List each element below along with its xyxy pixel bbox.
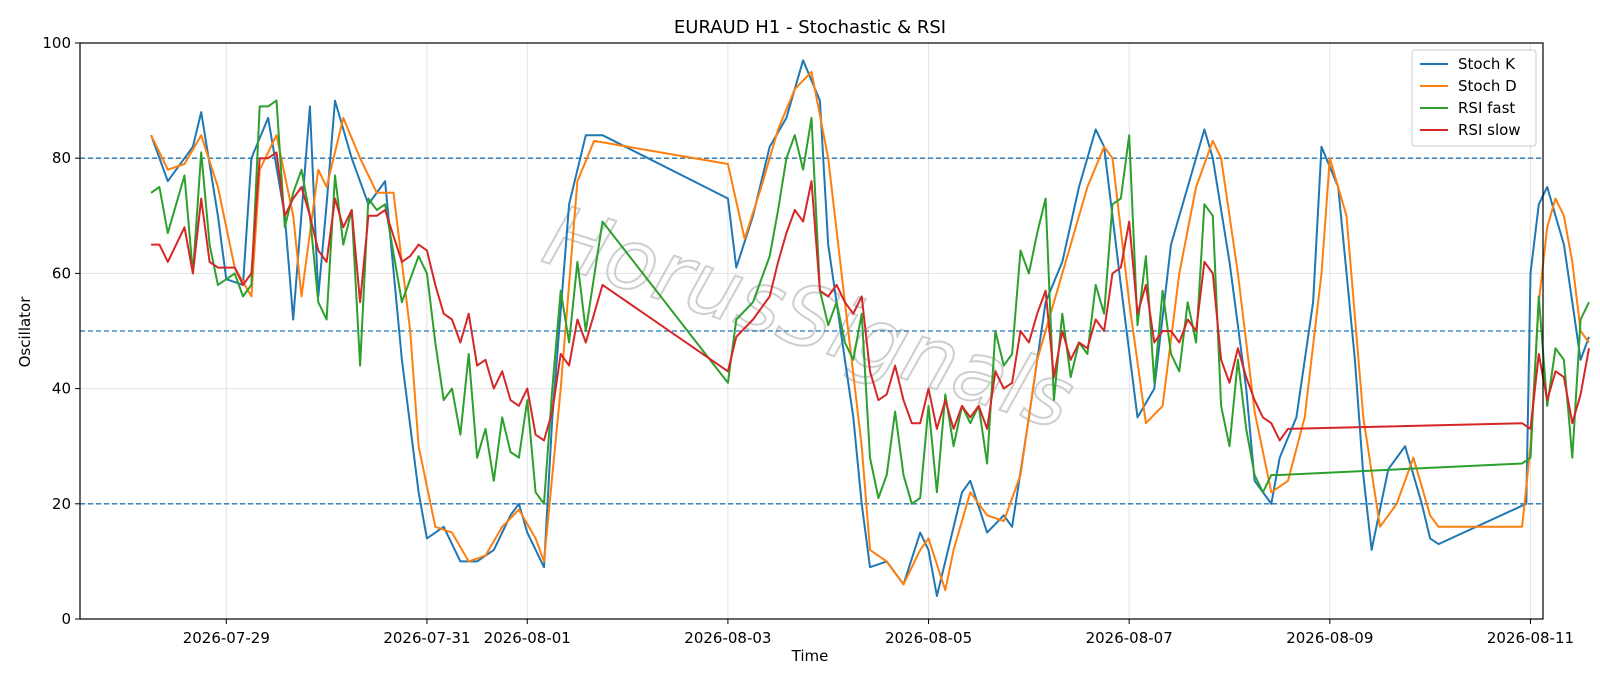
legend-label: RSI fast — [1458, 99, 1515, 117]
series-line-rsi-slow — [151, 151, 1590, 442]
y-tick-label: 40 — [52, 380, 71, 398]
y-tick-label: 60 — [52, 264, 71, 282]
x-tick-label: 2026-08-07 — [1086, 629, 1173, 647]
x-tick-label: 2026-08-11 — [1487, 629, 1574, 647]
legend-label: Stoch D — [1458, 77, 1517, 95]
y-axis-title: Oscillator — [16, 296, 34, 368]
x-tick-label: 2026-08-09 — [1286, 629, 1373, 647]
legend-label: Stoch K — [1458, 55, 1516, 73]
legend: Stoch K Stoch D RSI fast RSI slow — [1411, 49, 1537, 147]
series-line-stoch-d — [150, 70, 1590, 592]
x-axis-title: Time — [791, 647, 829, 665]
y-tick-label: 20 — [52, 495, 71, 513]
legend-label: RSI slow — [1458, 121, 1521, 139]
x-axis: 2026-07-29 2026-07-31 2026-08-01 2026-08-03… — [183, 619, 1574, 647]
legend-box — [1411, 49, 1537, 147]
y-tick-label: 100 — [42, 34, 71, 52]
series-line-stoch-k — [150, 59, 1590, 597]
series-layer — [150, 59, 1590, 597]
reference-lines — [80, 157, 1543, 505]
y-tick-label: 80 — [52, 149, 71, 167]
x-tick-label: 2026-08-01 — [484, 629, 571, 647]
y-axis: 0 20 40 60 80 100 — [42, 34, 80, 628]
x-tick-label: 2026-07-31 — [383, 629, 470, 647]
x-tick-label: 2026-07-29 — [183, 629, 270, 647]
series-line-rsi-fast — [150, 99, 1590, 505]
x-tick-label: 2026-08-05 — [885, 629, 972, 647]
plot-frame — [79, 42, 1544, 620]
x-tick-label: 2026-08-03 — [684, 629, 771, 647]
y-tick-label: 0 — [61, 610, 71, 628]
chart-title: EURAUD H1 - Stochastic & RSI — [674, 17, 946, 38]
